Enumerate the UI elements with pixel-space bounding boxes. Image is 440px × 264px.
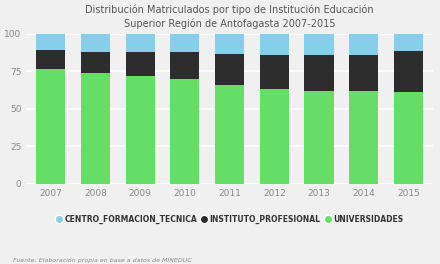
- Bar: [394, 34, 423, 51]
- Bar: [37, 69, 66, 184]
- Bar: [37, 34, 66, 50]
- Bar: [304, 34, 334, 55]
- Bar: [215, 85, 244, 184]
- Bar: [81, 34, 110, 51]
- Bar: [394, 51, 423, 92]
- Bar: [37, 50, 66, 69]
- Bar: [304, 55, 334, 91]
- Bar: [81, 51, 110, 73]
- Bar: [170, 52, 199, 79]
- Bar: [304, 91, 334, 184]
- Bar: [215, 34, 244, 54]
- Bar: [260, 89, 289, 184]
- Bar: [126, 51, 155, 76]
- Bar: [349, 55, 378, 91]
- Bar: [170, 34, 199, 52]
- Bar: [126, 76, 155, 184]
- Bar: [260, 55, 289, 89]
- Bar: [170, 79, 199, 184]
- Bar: [126, 34, 155, 51]
- Bar: [215, 54, 244, 85]
- Text: Fuente: Elaboración propia en base a datos de MINEDUC: Fuente: Elaboración propia en base a dat…: [13, 258, 192, 263]
- Title: Distribución Matriculados por tipo de Institución Educación
Superior Región de A: Distribución Matriculados por tipo de In…: [85, 4, 374, 29]
- Bar: [394, 92, 423, 184]
- Legend: CENTRO_FORMACION_TECNICA, INSTITUTO_PROFESIONAL, UNIVERSIDADES: CENTRO_FORMACION_TECNICA, INSTITUTO_PROF…: [56, 215, 403, 224]
- Bar: [81, 73, 110, 184]
- Bar: [349, 34, 378, 55]
- Bar: [260, 34, 289, 55]
- Bar: [349, 91, 378, 184]
